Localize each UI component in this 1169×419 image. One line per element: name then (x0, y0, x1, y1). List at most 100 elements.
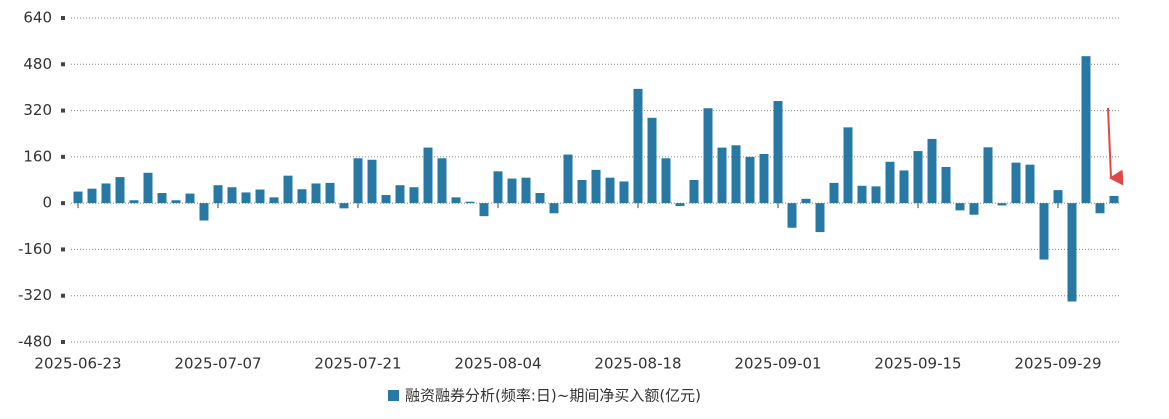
bar (549, 203, 559, 214)
bar (115, 177, 125, 204)
y-tick-label: -160 (18, 240, 52, 258)
bar (899, 170, 909, 204)
bar (731, 145, 741, 204)
x-tick-label: 2025-06-23 (34, 355, 121, 373)
x-tick-label: 2025-09-01 (734, 355, 821, 373)
bar (857, 185, 867, 204)
bar (1067, 203, 1077, 302)
legend-label: 融资融券分析(频率:日)~期间净买入额(亿元) (405, 387, 701, 405)
bar (451, 197, 461, 204)
bar (339, 203, 349, 209)
bar (73, 191, 83, 204)
y-tick-label: -320 (18, 286, 52, 304)
bar (997, 203, 1007, 206)
bar (717, 147, 727, 204)
bar (283, 175, 293, 204)
y-tick-label: -480 (18, 333, 52, 351)
bar (479, 203, 489, 217)
x-tick-label: 2025-09-15 (874, 355, 961, 373)
bar (815, 203, 825, 233)
bar (871, 186, 881, 204)
bar (493, 171, 503, 204)
bar (171, 200, 181, 204)
bar (507, 178, 517, 204)
bar (759, 153, 769, 204)
bar (801, 198, 811, 204)
y-tick-label: 160 (23, 147, 52, 165)
y-tick-label: 480 (23, 55, 52, 73)
bar (969, 203, 979, 215)
bar (955, 203, 965, 211)
bar (409, 187, 419, 204)
bar (675, 203, 685, 207)
y-tick-mark (61, 154, 65, 159)
bar (843, 127, 853, 204)
y-tick-label: 320 (23, 101, 52, 119)
x-tick-label: 2025-08-04 (454, 355, 541, 373)
x-tick-label: 2025-09-29 (1014, 355, 1101, 373)
bar (689, 180, 699, 204)
bar (311, 183, 321, 204)
bar (325, 182, 335, 204)
bar (703, 108, 713, 204)
bar (199, 203, 209, 221)
bar (227, 187, 237, 204)
bar (423, 147, 433, 204)
y-tick-mark (61, 108, 65, 113)
bar (437, 158, 447, 204)
y-tick-label: 640 (23, 9, 52, 27)
bar (927, 138, 937, 204)
bar (157, 193, 167, 204)
bar (1011, 162, 1021, 204)
x-tick-label: 2025-08-18 (594, 355, 681, 373)
annotation-arrow (1107, 107, 1124, 186)
y-tick-mark (61, 340, 65, 344)
bar (745, 156, 755, 204)
bar (647, 117, 657, 204)
bar (465, 201, 475, 204)
bar (1053, 190, 1063, 204)
bar (185, 193, 195, 204)
bar (773, 101, 783, 204)
y-tick-mark (61, 16, 65, 20)
bar (255, 189, 265, 204)
bar (619, 181, 629, 204)
bar (605, 177, 615, 204)
bar (885, 161, 895, 204)
y-tick-mark (61, 62, 65, 67)
bar (381, 195, 391, 204)
bar (941, 166, 951, 204)
bar (87, 188, 97, 204)
x-tick-label: 2025-07-07 (174, 355, 261, 373)
bar (395, 185, 405, 204)
x-tick-label: 2025-07-21 (314, 355, 401, 373)
bar (353, 158, 363, 204)
bar (101, 183, 111, 204)
bar (1081, 56, 1091, 204)
bar (535, 193, 545, 204)
bar (1025, 164, 1035, 204)
bar (983, 147, 993, 204)
y-tick-mark (61, 293, 65, 298)
bar (129, 200, 139, 204)
bar (787, 203, 797, 228)
bar (521, 177, 531, 204)
bar (143, 172, 153, 204)
y-tick-mark (61, 201, 65, 206)
legend-swatch (388, 390, 399, 401)
bar (241, 192, 251, 204)
bar (633, 88, 643, 204)
bar (367, 159, 377, 204)
bar (1095, 203, 1105, 214)
bar (269, 197, 279, 204)
bar (1039, 203, 1049, 260)
bar (297, 189, 307, 204)
y-tick-label: 0 (42, 194, 52, 212)
bar (1109, 195, 1119, 204)
y-tick-mark (61, 247, 65, 252)
bar (213, 185, 223, 204)
bar (913, 151, 923, 204)
bar (829, 182, 839, 204)
bar (591, 169, 601, 204)
